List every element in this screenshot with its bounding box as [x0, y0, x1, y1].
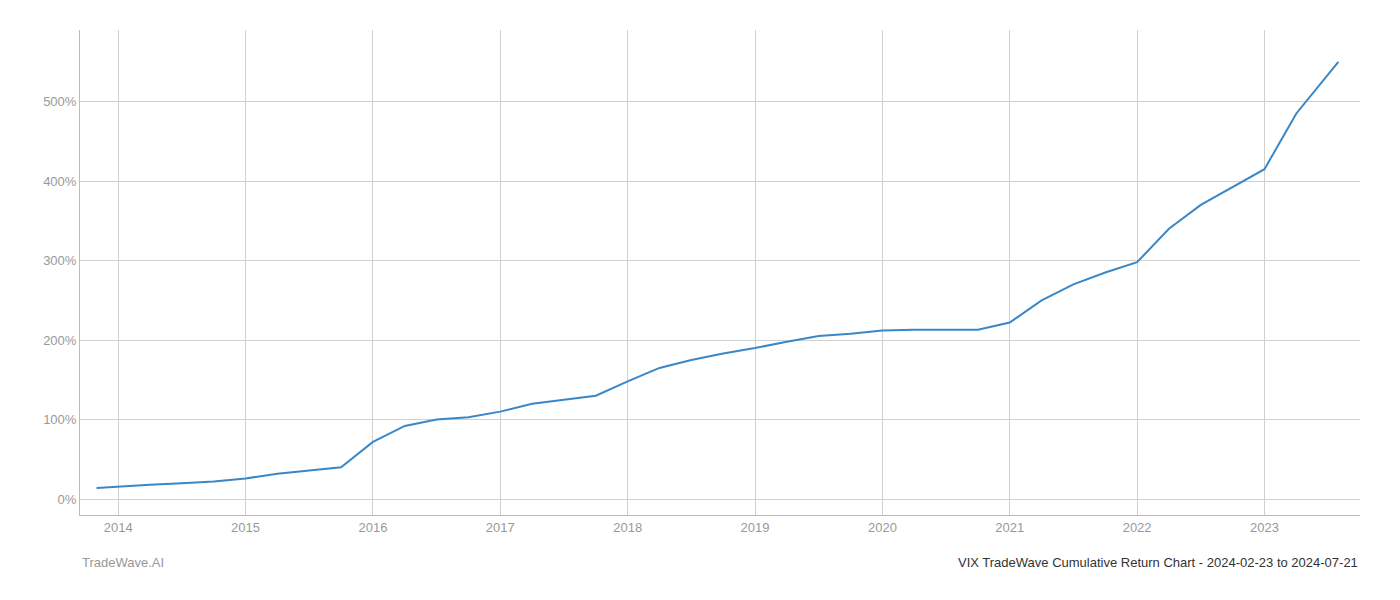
- svg-text:2020: 2020: [868, 520, 897, 535]
- svg-text:500%: 500%: [43, 94, 77, 109]
- svg-text:2016: 2016: [358, 520, 387, 535]
- svg-text:0%: 0%: [58, 492, 77, 507]
- svg-text:100%: 100%: [43, 412, 77, 427]
- svg-text:2019: 2019: [741, 520, 770, 535]
- svg-text:300%: 300%: [43, 253, 77, 268]
- svg-text:TradeWave.AI: TradeWave.AI: [82, 555, 164, 570]
- svg-text:VIX TradeWave Cumulative Retur: VIX TradeWave Cumulative Return Chart - …: [958, 555, 1358, 570]
- svg-text:2021: 2021: [995, 520, 1024, 535]
- svg-text:2022: 2022: [1123, 520, 1152, 535]
- svg-text:2015: 2015: [231, 520, 260, 535]
- svg-text:2014: 2014: [104, 520, 133, 535]
- svg-text:2017: 2017: [486, 520, 515, 535]
- svg-text:200%: 200%: [43, 333, 77, 348]
- svg-text:2023: 2023: [1250, 520, 1279, 535]
- svg-text:400%: 400%: [43, 174, 77, 189]
- svg-text:2018: 2018: [613, 520, 642, 535]
